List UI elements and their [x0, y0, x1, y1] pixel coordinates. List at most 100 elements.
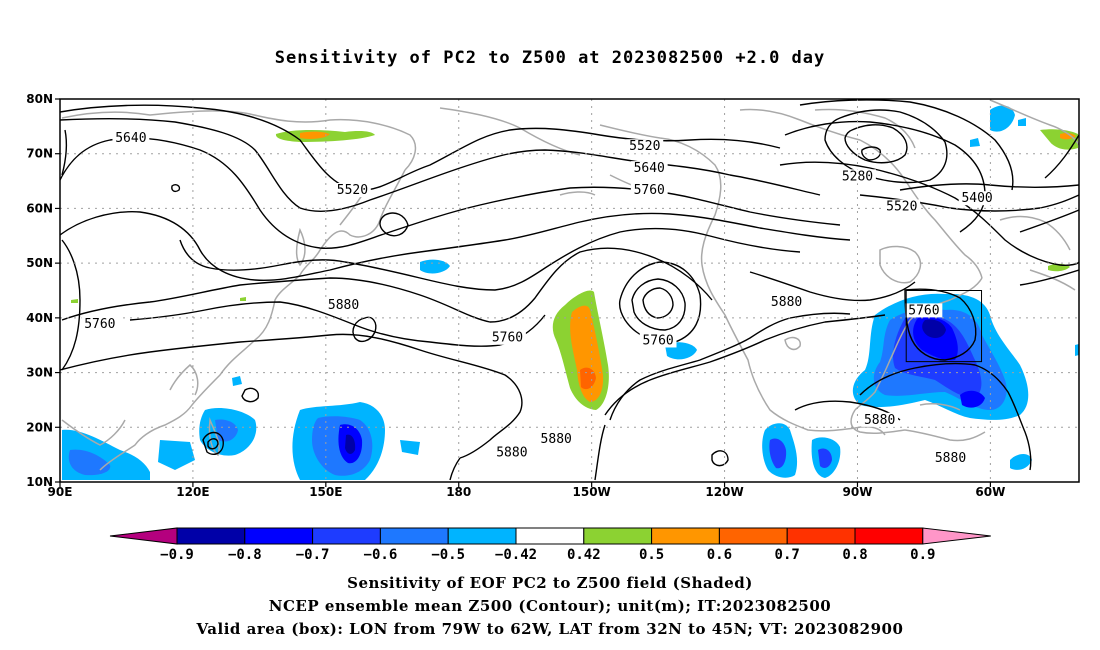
negative-shade: [818, 448, 832, 468]
colorbar-label: 0.42: [567, 547, 601, 563]
colorbar-segment: [718, 527, 788, 545]
contour-label: 5880: [541, 432, 572, 447]
contour-label: 5520: [337, 183, 368, 198]
contour-label-bg: [537, 431, 575, 446]
caption-line-1: Sensitivity of EOF PC2 to Z500 field (Sh…: [347, 574, 753, 592]
contour-label-bg: [861, 412, 899, 427]
lon-tick-label: 150E: [309, 485, 342, 499]
contour-label-bg: [81, 317, 119, 332]
longitude-axis: 90E 120E 150E 180 150W 120W 90W 60W: [48, 482, 1005, 499]
contour-label: 5880: [935, 451, 966, 466]
colorbar-segment: [176, 527, 246, 545]
negative-shade: [970, 138, 980, 147]
contour-label: 5760: [642, 333, 673, 348]
contour-label-bg: [112, 131, 150, 146]
positive-shade: [240, 297, 246, 301]
contour-label-bg: [958, 191, 996, 206]
contour-label: 5880: [496, 446, 527, 461]
lat-tick-label: 70N: [26, 147, 53, 161]
contour-label: 5760: [908, 303, 939, 318]
contour-label: 5880: [771, 295, 802, 310]
contour-label-bg: [334, 183, 371, 198]
positive-shade: [71, 299, 78, 303]
colorbar-label: −0.9: [160, 547, 194, 563]
z500-contours: [60, 99, 1079, 481]
negative-shade: [1010, 454, 1032, 470]
negative-shade: [1075, 344, 1079, 356]
colorbar-segment: [854, 527, 924, 545]
contour-label: 5760: [634, 183, 665, 198]
colorbar-label: −0.7: [296, 547, 330, 563]
colorbar-label: −0.5: [431, 547, 465, 563]
colorbar-label: 0.6: [707, 547, 732, 563]
contour-labels: 5640 5520 5520 5640 5760 5280 5400 5520 5880 5760…: [81, 131, 996, 466]
contour-label: 5760: [492, 331, 523, 346]
valid-area-box: [905, 290, 983, 363]
colorbar-segment: [583, 527, 653, 545]
contour-label-bg: [630, 161, 668, 176]
contour-label: 5640: [115, 131, 146, 146]
colorbar-label: 0.7: [775, 547, 800, 563]
lat-tick-label: 30N: [26, 366, 53, 380]
colorbar-segment: [515, 527, 585, 545]
lon-tick-label: 90E: [48, 485, 73, 499]
negative-shade: [345, 434, 356, 454]
colorbar-over-arrow: [922, 527, 991, 545]
contour-label-bg: [905, 303, 943, 318]
colorbar-segment: [447, 527, 517, 545]
lon-tick-label: 180: [446, 485, 471, 499]
negative-shade: [990, 105, 1015, 132]
lat-tick-label: 10N: [26, 475, 53, 489]
contour-label-bg: [839, 169, 876, 184]
contour-label: 5880: [328, 298, 359, 313]
negative-shade: [68, 449, 111, 476]
contour-label: 5520: [886, 199, 917, 214]
coastlines: [61, 99, 1079, 471]
lat-tick-label: 50N: [26, 256, 53, 270]
colorbar-segment: [312, 527, 381, 545]
latitude-axis: 80N 70N 60N 50N 40N 30N 20N 10N: [26, 92, 60, 489]
negative-shade: [158, 440, 195, 470]
contour-label-bg: [932, 451, 969, 466]
colorbar-segment: [244, 527, 314, 545]
contour-label-bg: [493, 445, 531, 460]
colorbar-label: 0.9: [910, 547, 935, 563]
lat-tick-label: 60N: [26, 201, 53, 215]
colorbar-segment: [379, 527, 449, 545]
contour-label-bg: [768, 295, 805, 310]
contour-label: 5880: [864, 413, 895, 428]
colorbar-label: 0.5: [639, 547, 664, 563]
contour-label: 5400: [961, 191, 992, 206]
map-frame: [59, 98, 1080, 483]
contour-label: 5520: [629, 139, 660, 154]
positive-shade: [300, 131, 330, 139]
colorbar-label: 0.8: [842, 547, 867, 563]
negative-shade: [400, 440, 420, 455]
negative-shade: [1018, 118, 1026, 126]
negative-shade: [769, 438, 787, 469]
contour-label-bg: [883, 199, 921, 214]
positive-shade: [1060, 132, 1076, 140]
contour-label-bg: [630, 183, 668, 198]
map-area: 5640 5520 5520 5640 5760 5280 5400 5520 5880 5760…: [60, 99, 1079, 482]
sensitivity-shading: [62, 105, 1079, 480]
contour-label-bg: [626, 139, 664, 154]
lon-tick-label: 150W: [573, 485, 611, 499]
lon-tick-label: 120E: [176, 485, 209, 499]
contour-label-bg: [489, 330, 526, 345]
contour-label-bg: [639, 333, 677, 348]
colorbar-under-arrow: [109, 527, 178, 545]
contour-label-bg: [325, 297, 362, 312]
colorbar-segment: [786, 527, 856, 545]
lat-tick-label: 20N: [26, 420, 53, 434]
colorbar: −0.9 −0.8 −0.7 −0.6 −0.5 −0.42 0.42 0.5 0.6 0.7 0.…: [109, 527, 991, 563]
colorbar-label: −0.6: [364, 547, 398, 563]
lat-tick-label: 80N: [26, 92, 53, 106]
contour-label: 5280: [842, 169, 873, 184]
lat-tick-label: 40N: [26, 311, 53, 325]
colorbar-label: −0.42: [495, 547, 537, 563]
negative-shade: [922, 319, 946, 338]
lat-lon-grid: [60, 99, 1079, 482]
caption-line-3: Valid area (box): LON from 79W to 62W, L…: [196, 620, 904, 638]
